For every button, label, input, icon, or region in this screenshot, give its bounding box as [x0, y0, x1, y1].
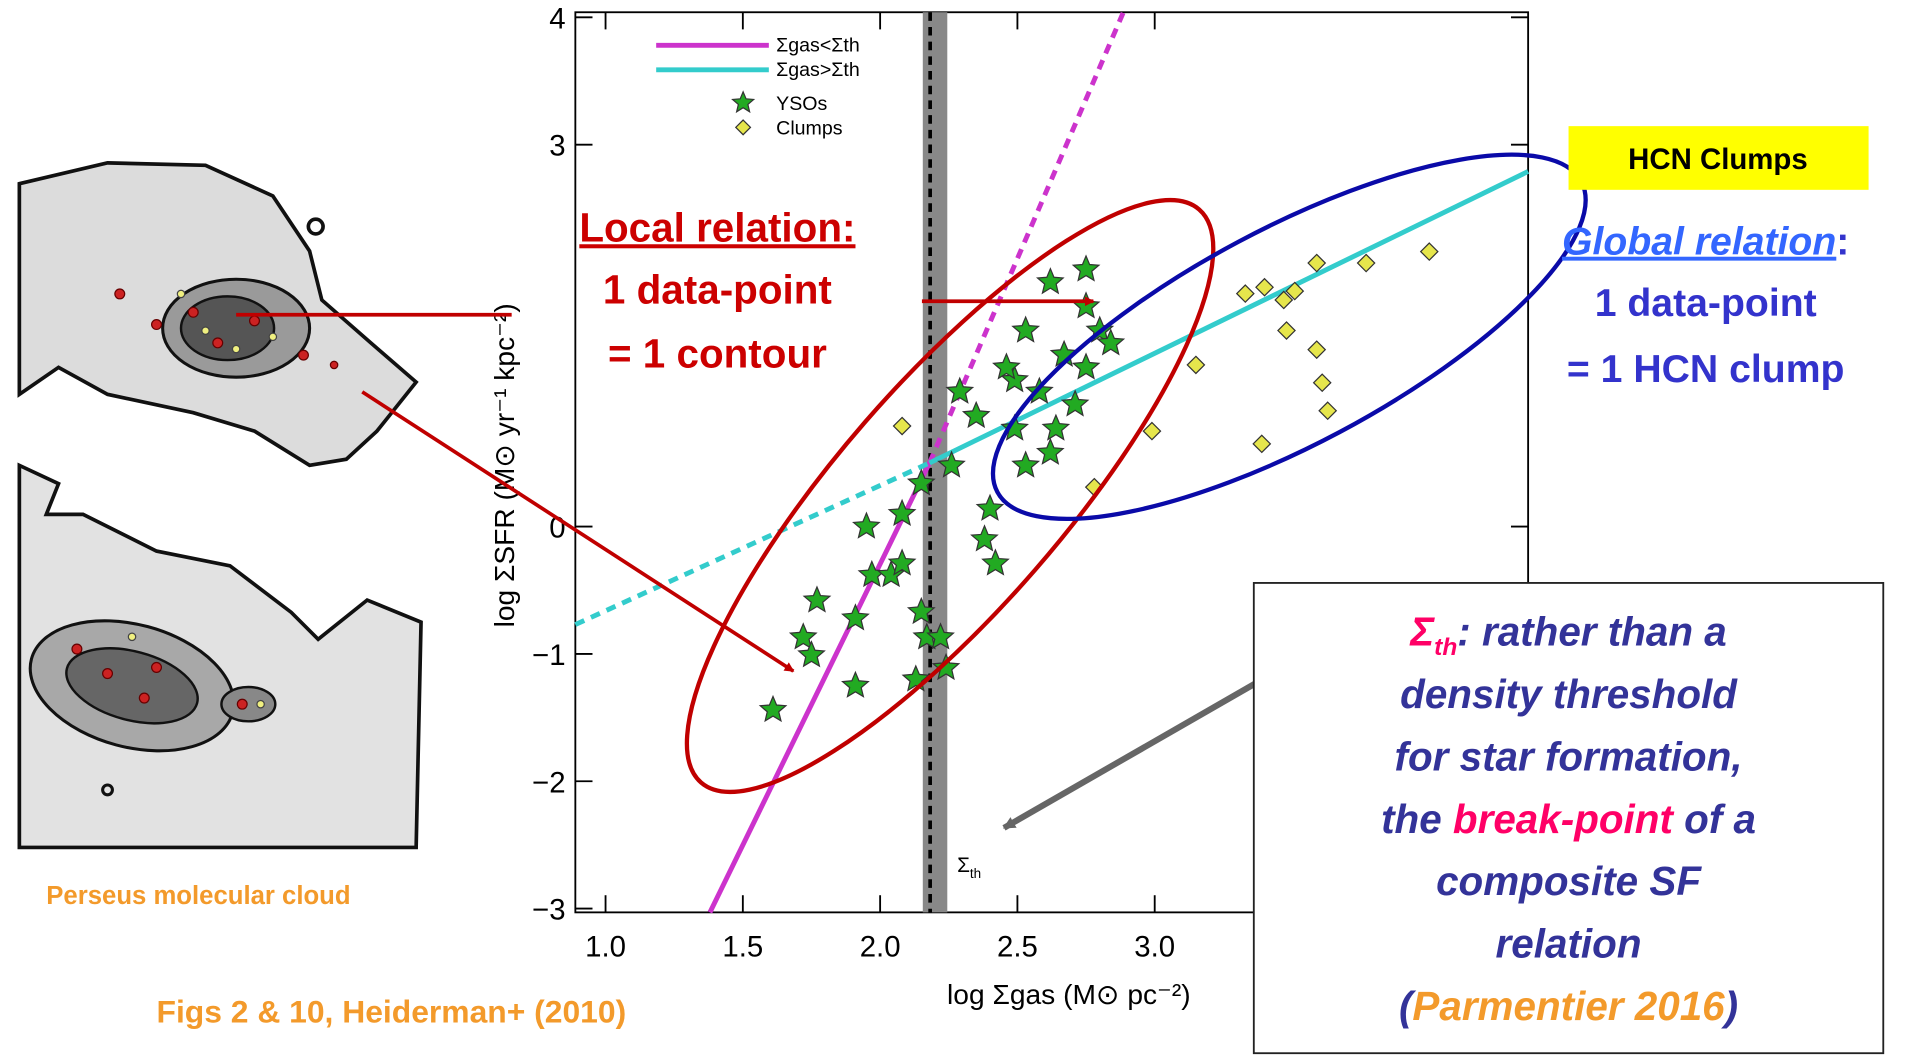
- note-line: relation: [1496, 921, 1642, 967]
- x-axis-label: log Σgas (M⊙ pc⁻²): [947, 979, 1191, 1010]
- y-tick-label: −2: [532, 766, 566, 799]
- local-line: = 1 contour: [608, 330, 827, 376]
- note-line: (Parmentier 2016): [1399, 983, 1738, 1029]
- note-text: break-point: [1453, 796, 1675, 842]
- note-line: density threshold: [1400, 671, 1738, 717]
- x-tick-label: 2.0: [860, 930, 901, 963]
- page: {"chart_data":{ "type":"scatter", "x_lab…: [0, 0, 1921, 1063]
- note-text: for star formation,: [1395, 733, 1743, 779]
- source-caption: Figs 2 & 10, Heiderman+ (2010): [157, 994, 627, 1030]
- map-caption: Perseus molecular cloud: [46, 882, 350, 910]
- local-line: 1 data-point: [603, 267, 832, 313]
- legend-label: Clumps: [776, 118, 843, 140]
- note-text: relation: [1496, 921, 1642, 967]
- note-text: Σ: [1409, 608, 1435, 654]
- global-line: 1 data-point: [1595, 282, 1817, 325]
- note-text: of a: [1673, 796, 1756, 842]
- note-text: density threshold: [1400, 671, 1738, 717]
- perseus-map: [16, 163, 421, 848]
- x-tick-label: 1.0: [585, 930, 626, 963]
- hcn-label: HCN Clumps: [1628, 143, 1808, 176]
- y-tick-label: −3: [532, 894, 566, 927]
- note-text: : rather than a: [1457, 608, 1726, 654]
- x-tick-label: 3.0: [1134, 930, 1175, 963]
- local-title: Local relation:: [579, 204, 855, 250]
- global-line: = 1 HCN clump: [1567, 348, 1845, 391]
- note-text: composite SF: [1436, 858, 1702, 904]
- y-tick-label: −1: [532, 639, 566, 672]
- note-line: Σth: rather than a: [1409, 608, 1726, 661]
- note-text: Parmentier 2016: [1412, 983, 1725, 1029]
- legend-label: YSOs: [776, 93, 827, 115]
- global-colon: :: [1836, 221, 1849, 264]
- y-tick-label: 4: [549, 2, 565, 35]
- legend-label: Σgas<Σth: [776, 34, 860, 56]
- note-line: the break-point of a: [1381, 796, 1756, 842]
- y-axis-label: log ΣSFR (M⊙ yr⁻¹ kpc⁻²): [489, 303, 520, 627]
- note-text: th: [1434, 634, 1457, 661]
- note-text: the: [1381, 796, 1453, 842]
- global-title-text: Global relation: [1562, 221, 1836, 264]
- threshold-sub: th: [970, 866, 981, 881]
- x-tick-label: 1.5: [722, 930, 763, 963]
- x-tick-label: 2.5: [997, 930, 1038, 963]
- note-line: for star formation,: [1395, 733, 1743, 779]
- global-title: Global relation:: [1562, 221, 1849, 264]
- note-line: composite SF: [1436, 858, 1702, 904]
- y-tick-label: 3: [549, 130, 565, 163]
- legend-label: Σgas>Σth: [776, 59, 860, 81]
- threshold-symbol: Σ: [957, 854, 970, 877]
- slide: Perseus molecular cloud Figs 2 & 10, Hei…: [0, 0, 1921, 1063]
